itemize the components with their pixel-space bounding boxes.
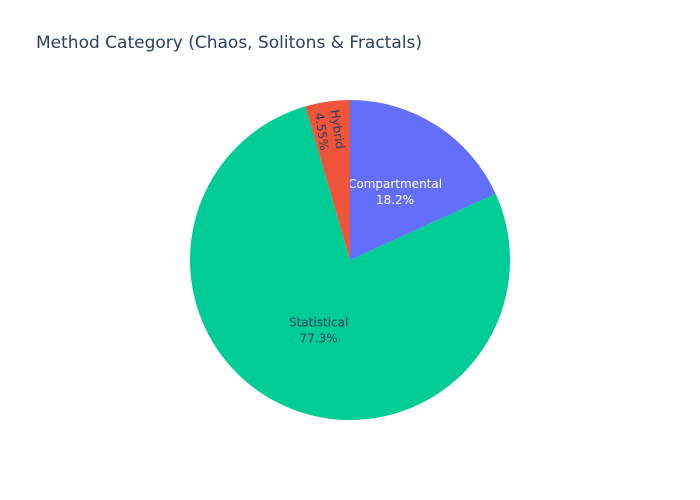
- slice-label-statistical: Statistical 77.3%: [289, 315, 348, 345]
- slice-category-label: Compartmental: [348, 177, 442, 191]
- chart-title: Method Category (Chaos, Solitons & Fract…: [36, 33, 422, 53]
- slice-label-compartmental: Compartmental 18.2%: [348, 177, 442, 207]
- slice-percent-label: 18.2%: [376, 193, 414, 207]
- slice-category-label: Hybrid: [328, 109, 347, 150]
- slice-percent-label: 77.3%: [300, 331, 338, 345]
- pie-slice-hybrid[interactable]: [305, 100, 350, 260]
- slice-category-label: Statistical: [289, 315, 348, 329]
- pie-slice-compartmental[interactable]: [350, 100, 496, 260]
- slice-percent-label: 4.55%: [312, 112, 331, 152]
- pie-slice-statistical[interactable]: [190, 106, 510, 420]
